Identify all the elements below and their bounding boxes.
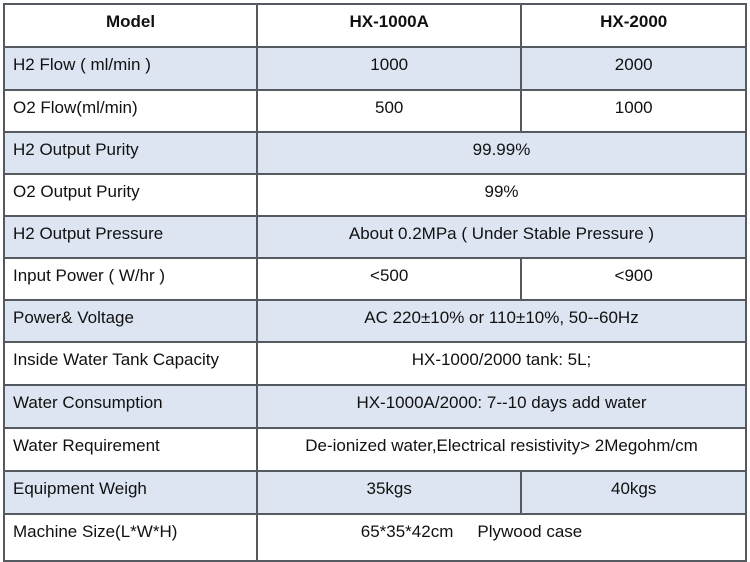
machine-dimensions: 65*35*42cm xyxy=(360,522,454,541)
cell-merged: 99% xyxy=(256,173,747,217)
row-label: O2 Output Purity xyxy=(3,173,258,217)
table-row-h2-purity: H2 Output Purity 99.99% xyxy=(3,131,747,175)
cell-hx-2000: <900 xyxy=(520,257,747,301)
cell-hx-1000a: 1000 xyxy=(255,46,523,91)
spec-table: Model HX-1000A HX-2000 H2 Flow ( ml/min … xyxy=(3,3,747,562)
table-row-water-consumption: Water Consumption HX-1000A/2000: 7--10 d… xyxy=(3,384,747,429)
cell-merged: About 0.2MPa ( Under Stable Pressure ) xyxy=(256,215,747,259)
cell-hx-2000: 40kgs xyxy=(520,470,747,515)
table-row-o2-flow: O2 Flow(ml/min) 500 1000 xyxy=(3,89,747,133)
table-row-machine-size: Machine Size(L*W*H) 65*35*42cm Plywood ca… xyxy=(3,513,747,562)
table-row-o2-purity: O2 Output Purity 99% xyxy=(3,173,747,217)
cell-merged: HX-1000A/2000: 7--10 days add water xyxy=(256,384,747,429)
cell-hx-1000a: 500 xyxy=(255,89,523,133)
row-label: Machine Size(L*W*H) xyxy=(3,513,258,562)
row-label: Water Consumption xyxy=(3,384,258,429)
table-row-h2-pressure: H2 Output Pressure About 0.2MPa ( Under … xyxy=(3,215,747,259)
header-row: Model HX-1000A HX-2000 xyxy=(3,3,747,48)
table-row-tank-capacity: Inside Water Tank Capacity HX-1000/2000 … xyxy=(3,341,747,386)
header-hx-2000: HX-2000 xyxy=(520,3,747,48)
header-model: Model xyxy=(3,3,258,48)
case-type: Plywood case xyxy=(477,522,583,541)
row-label: O2 Flow(ml/min) xyxy=(3,89,258,133)
cell-merged: 99.99% xyxy=(256,131,747,175)
row-label: Input Power ( W/hr ) xyxy=(3,257,258,301)
cell-merged: HX-1000/2000 tank: 5L; xyxy=(256,341,747,386)
row-label: Water Requirement xyxy=(3,427,258,472)
row-label: Inside Water Tank Capacity xyxy=(3,341,258,386)
cell-hx-1000a: <500 xyxy=(255,257,523,301)
cell-hx-1000a: 35kgs xyxy=(255,470,523,515)
row-label: Power& Voltage xyxy=(3,299,258,343)
table-row-power-voltage: Power& Voltage AC 220±10% or 110±10%, 50… xyxy=(3,299,747,343)
cell-hx-2000: 1000 xyxy=(520,89,747,133)
table-row-input-power: Input Power ( W/hr ) <500 <900 xyxy=(3,257,747,301)
cell-merged: De-ionized water,Electrical resistivity>… xyxy=(256,427,747,472)
row-label: H2 Flow ( ml/min ) xyxy=(3,46,258,91)
row-label: H2 Output Purity xyxy=(3,131,258,175)
table-row-water-requirement: Water Requirement De-ionized water,Elect… xyxy=(3,427,747,472)
row-label: Equipment Weigh xyxy=(3,470,258,515)
cell-merged: AC 220±10% or 110±10%, 50--60Hz xyxy=(256,299,747,343)
row-label: H2 Output Pressure xyxy=(3,215,258,259)
cell-merged: 65*35*42cm Plywood case xyxy=(256,513,747,562)
table-row-h2-flow: H2 Flow ( ml/min ) 1000 2000 xyxy=(3,46,747,91)
table-row-equipment-weigh: Equipment Weigh 35kgs 40kgs xyxy=(3,470,747,515)
cell-hx-2000: 2000 xyxy=(520,46,747,91)
header-hx-1000a: HX-1000A xyxy=(255,3,523,48)
